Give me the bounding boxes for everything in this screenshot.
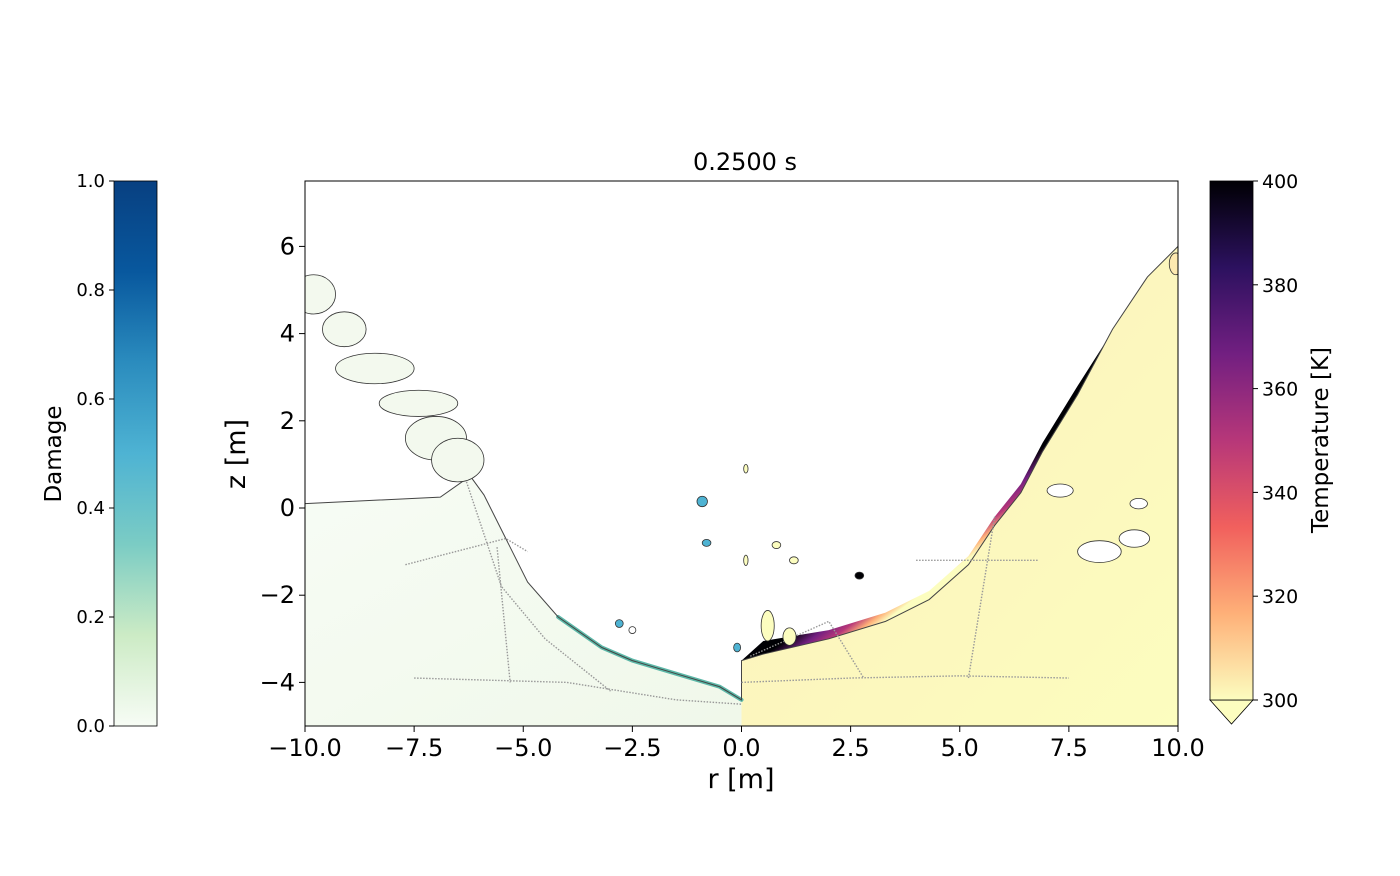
temperature-field-region bbox=[741, 246, 1178, 726]
debris-blob bbox=[760, 610, 775, 642]
temperature-colorbar-ticks: 300 320 340 360 380 400 bbox=[1253, 171, 1298, 712]
x-tick-label: −10.0 bbox=[268, 734, 342, 762]
damage-colorbar: 0.0 0.2 0.4 0.6 0.8 1.0 Damage bbox=[41, 171, 158, 737]
debris-blob bbox=[854, 571, 865, 580]
colorbar-tick-label: 300 bbox=[1262, 690, 1298, 712]
colorbar-tick-label: 340 bbox=[1262, 482, 1298, 504]
interface-line bbox=[414, 677, 742, 705]
damage-colorbar-label: Damage bbox=[41, 405, 67, 502]
colorbar-tick-label: 380 bbox=[1262, 275, 1298, 297]
y-axis-ticks: −4 −2 0 2 4 6 bbox=[260, 232, 305, 696]
colorbar-tick-label: 1.0 bbox=[76, 171, 105, 192]
x-tick-label: 0.0 bbox=[722, 734, 760, 762]
debris-blob bbox=[701, 538, 712, 547]
debris-blob bbox=[1129, 498, 1148, 510]
colorbar-tick-label: 320 bbox=[1262, 586, 1298, 608]
x-tick-label: −2.5 bbox=[603, 734, 661, 762]
debris-blob bbox=[743, 554, 749, 566]
debris-blob bbox=[771, 541, 782, 549]
x-tick-label: 2.5 bbox=[832, 734, 870, 762]
colorbar-tick-label: 0.6 bbox=[76, 389, 105, 410]
temperature-colorbar: 300 320 340 360 380 400 Temperature [K] bbox=[1209, 171, 1334, 725]
y-tick-label: 6 bbox=[280, 232, 295, 260]
x-axis-label: r [m] bbox=[707, 764, 774, 795]
debris-blob bbox=[614, 619, 624, 628]
temperature-colorbar-fill bbox=[1209, 180, 1254, 701]
debris-blob bbox=[1077, 540, 1122, 563]
debris-blob bbox=[1118, 529, 1151, 548]
temperature-colorbar-label: Temperature [K] bbox=[1308, 347, 1334, 534]
debris-blob bbox=[335, 352, 415, 385]
x-tick-label: 5.0 bbox=[941, 734, 979, 762]
x-axis-ticks: −10.0 −7.5 −5.0 −2.5 0.0 2.5 5.0 7.5 10.0 bbox=[268, 726, 1205, 762]
y-axis-label: z [m] bbox=[221, 419, 252, 489]
debris-blob bbox=[1046, 483, 1074, 498]
y-tick-label: −4 bbox=[260, 668, 295, 696]
colorbar-tick-label: 0.2 bbox=[76, 607, 105, 628]
y-tick-label: 0 bbox=[280, 494, 295, 522]
interface-line bbox=[405, 537, 528, 566]
debris-blob bbox=[743, 464, 749, 474]
y-tick-label: −2 bbox=[260, 581, 295, 609]
damage-colorbar-fill bbox=[113, 180, 158, 727]
temperature-colorbar-extend-triangle bbox=[1209, 699, 1254, 725]
debris-blob bbox=[789, 556, 799, 565]
debris-blob bbox=[782, 627, 797, 646]
plot-area: −10.0 −7.5 −5.0 −2.5 0.0 2.5 5.0 7.5 10.0 −4 −2 0 2… bbox=[221, 180, 1205, 795]
x-tick-label: −7.5 bbox=[385, 734, 443, 762]
interface-line bbox=[741, 675, 1069, 684]
debris-blob bbox=[322, 311, 367, 348]
y-tick-label: 4 bbox=[280, 320, 295, 348]
interface-line bbox=[465, 481, 611, 692]
colorbar-tick-label: 0.4 bbox=[76, 498, 105, 519]
colorbar-tick-label: 360 bbox=[1262, 379, 1298, 401]
debris-blob bbox=[628, 626, 637, 634]
debris-blob bbox=[1168, 252, 1178, 276]
y-tick-label: 2 bbox=[280, 407, 295, 435]
internal-dotted-lines bbox=[405, 481, 1069, 705]
debris-blob bbox=[696, 495, 708, 508]
interface-line bbox=[749, 620, 865, 679]
colorbar-tick-label: 400 bbox=[1262, 171, 1298, 193]
debris-fragments bbox=[305, 252, 1178, 653]
x-tick-label: 10.0 bbox=[1151, 734, 1204, 762]
hot-layer-region bbox=[741, 337, 1109, 661]
damage-colorbar-ticks: 0.0 0.2 0.4 0.6 0.8 1.0 bbox=[76, 171, 114, 737]
chart-title: 0.2500 s bbox=[693, 148, 797, 176]
debris-blob bbox=[305, 274, 336, 315]
debris-blob bbox=[431, 437, 485, 483]
material-boundary-contour bbox=[305, 246, 1178, 701]
colorbar-tick-label: 0.0 bbox=[76, 716, 105, 737]
debris-blob bbox=[378, 389, 459, 417]
interface-line bbox=[967, 516, 996, 679]
colorbar-tick-label: 0.8 bbox=[76, 280, 105, 301]
x-tick-label: 7.5 bbox=[1050, 734, 1088, 762]
debris-blob bbox=[733, 642, 742, 653]
x-tick-label: −5.0 bbox=[494, 734, 552, 762]
